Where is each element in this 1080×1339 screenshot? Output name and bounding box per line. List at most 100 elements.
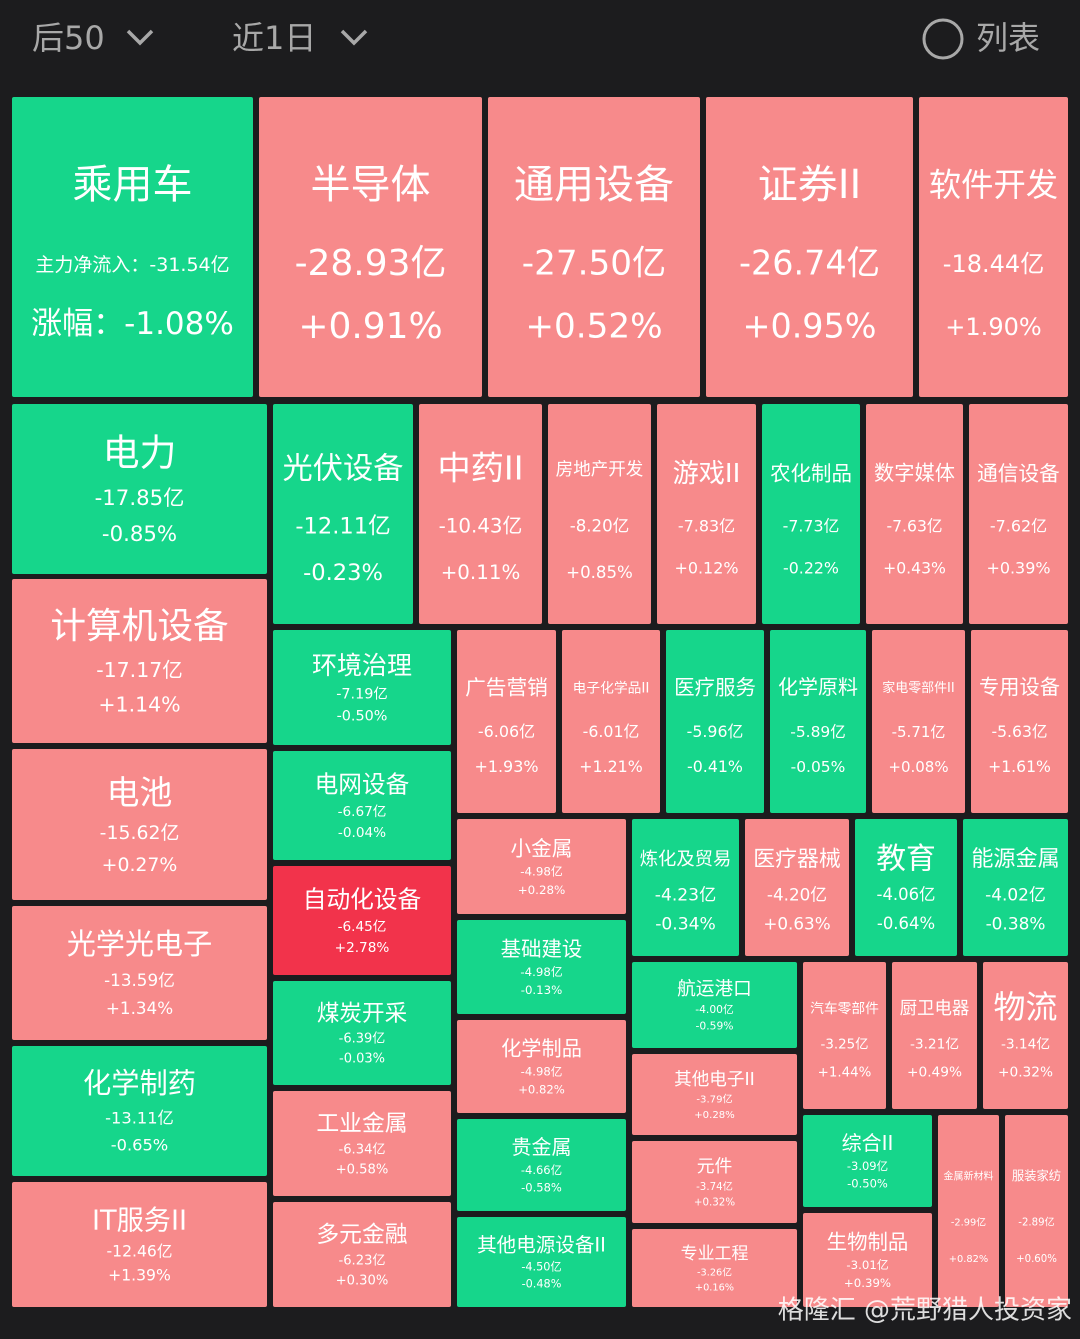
- tile-flow[interactable]: -3.01亿: [846, 1258, 888, 1272]
- tile-name[interactable]: 生物制品: [827, 1230, 909, 1254]
- tile-flow[interactable]: -18.44亿: [943, 250, 1044, 278]
- tile[interactable]: 电网设备 -6.67亿 -0.04%: [273, 751, 451, 860]
- tile-change[interactable]: +0.16%: [695, 1283, 734, 1294]
- tile[interactable]: 电子化学品II -6.01亿 +1.21%: [562, 630, 660, 813]
- tile-flow[interactable]: -4.02亿: [985, 885, 1046, 905]
- tile[interactable]: 自动化设备 -6.45亿 +2.78%: [273, 866, 451, 975]
- tile-change[interactable]: +1.39%: [108, 1266, 171, 1284]
- tile-background[interactable]: [457, 1020, 626, 1113]
- tile-name[interactable]: 化学制品: [501, 1036, 582, 1060]
- tile[interactable]: 家电零部件II -5.71亿 +0.08%: [872, 630, 965, 813]
- tile-background[interactable]: [745, 819, 849, 956]
- tile-flow[interactable]: -3.79亿: [696, 1092, 732, 1105]
- tile[interactable]: 教育 -4.06亿 -0.64%: [855, 819, 957, 956]
- tile-flow[interactable]: -6.06亿: [478, 722, 535, 741]
- tile[interactable]: 元件 -3.74亿 +0.32%: [632, 1141, 797, 1223]
- tile[interactable]: 通信设备 -7.62亿 +0.39%: [969, 404, 1068, 624]
- tile-change[interactable]: +0.43%: [883, 559, 946, 578]
- tile-name[interactable]: 航运港口: [677, 979, 752, 1000]
- tile-change[interactable]: +0.39%: [986, 559, 1050, 578]
- tile-background[interactable]: [12, 1182, 267, 1307]
- tile-flow[interactable]: -28.93亿: [295, 243, 447, 284]
- tile[interactable]: 航运港口 -4.00亿 -0.59%: [632, 962, 797, 1048]
- tile-flow[interactable]: -8.20亿: [570, 517, 630, 536]
- tile-background[interactable]: [938, 1115, 999, 1307]
- tile[interactable]: IT服务II -12.46亿 +1.39%: [12, 1182, 267, 1307]
- tile-name[interactable]: 专用设备: [979, 675, 1060, 699]
- tile-name[interactable]: 光伏设备: [283, 452, 404, 487]
- tile-background[interactable]: [632, 1141, 797, 1223]
- tile-name[interactable]: 医疗器械: [753, 847, 841, 872]
- tile[interactable]: 电力 -17.85亿 -0.85%: [12, 404, 267, 574]
- tile-background[interactable]: [803, 1213, 932, 1307]
- chevron[interactable]: [340, 29, 368, 46]
- tile-change[interactable]: +0.63%: [763, 913, 830, 933]
- tile-change[interactable]: -0.85%: [102, 522, 177, 547]
- tile-change[interactable]: -0.38%: [986, 913, 1046, 933]
- tile-name[interactable]: 综合II: [842, 1131, 894, 1155]
- tile-change[interactable]: -0.64%: [877, 914, 935, 933]
- tile-background[interactable]: [963, 819, 1068, 956]
- tile[interactable]: 生物制品 -3.01亿 +0.39%: [803, 1213, 932, 1307]
- tile-background[interactable]: [457, 1217, 626, 1307]
- tile-background[interactable]: [803, 1115, 932, 1207]
- tile-change[interactable]: +0.82%: [518, 1082, 565, 1096]
- tile-background[interactable]: [273, 981, 451, 1085]
- tile-change[interactable]: +1.44%: [818, 1065, 872, 1080]
- tile-change[interactable]: +1.61%: [988, 757, 1051, 776]
- tile-background[interactable]: [706, 97, 913, 397]
- tile-change[interactable]: +0.58%: [336, 1162, 389, 1177]
- tile[interactable]: 专用设备 -5.63亿 +1.61%: [971, 630, 1068, 813]
- radio-icon[interactable]: [922, 18, 964, 60]
- tile-background[interactable]: [632, 819, 739, 956]
- tile-flow[interactable]: -6.39亿: [339, 1032, 386, 1047]
- tile-name[interactable]: 自动化设备: [303, 885, 422, 913]
- tile-flow[interactable]: -5.96亿: [687, 722, 744, 741]
- tile-flow[interactable]: -4.50亿: [521, 1260, 561, 1273]
- tile[interactable]: 工业金属 -6.34亿 +0.58%: [273, 1091, 451, 1196]
- tile-background[interactable]: [872, 630, 965, 813]
- tile[interactable]: 贵金属 -4.66亿 -0.58%: [457, 1119, 626, 1211]
- tile[interactable]: 农化制品 -7.73亿 -0.22%: [762, 404, 860, 624]
- tile-flow[interactable]: -13.59亿: [104, 970, 175, 990]
- tile-background[interactable]: [803, 962, 886, 1109]
- tile-name[interactable]: 游戏II: [673, 459, 741, 489]
- tile-flow[interactable]: -7.63亿: [886, 517, 942, 536]
- tile-name[interactable]: 专业工程: [681, 1243, 749, 1263]
- tile-flow[interactable]: -7.83亿: [678, 517, 735, 536]
- tile-background[interactable]: [919, 97, 1068, 397]
- tile-name[interactable]: IT服务II: [92, 1206, 187, 1237]
- tile-name[interactable]: 电力: [103, 432, 177, 475]
- tile-name[interactable]: 炼化及贸易: [640, 849, 732, 870]
- tile-background[interactable]: [457, 920, 626, 1014]
- tile-background[interactable]: [12, 97, 253, 397]
- tile-background[interactable]: [632, 962, 797, 1048]
- tile-name[interactable]: 基础建设: [501, 937, 583, 961]
- tile-flow[interactable]: -5.89亿: [790, 723, 846, 741]
- tile-change[interactable]: -0.03%: [339, 1052, 385, 1067]
- tile-flow[interactable]: -26.74亿: [739, 244, 880, 283]
- tile-change[interactable]: -0.41%: [687, 757, 743, 776]
- tile-name[interactable]: 乘用车: [73, 162, 193, 208]
- tile-change[interactable]: +0.30%: [336, 1273, 389, 1288]
- tile-flow[interactable]: -6.34亿: [338, 1141, 385, 1157]
- tile-name[interactable]: 教育: [876, 842, 936, 877]
- tile-flow[interactable]: -4.98亿: [520, 865, 563, 879]
- tile-flow[interactable]: -3.25亿: [821, 1036, 869, 1052]
- rank-filter[interactable]: 后50: [32, 19, 154, 57]
- tile[interactable]: 广告营销 -6.06亿 +1.93%: [457, 630, 556, 813]
- tile-name[interactable]: 中药II: [437, 449, 523, 488]
- tile-background[interactable]: [855, 819, 957, 956]
- tile-flow[interactable]: -17.17亿: [96, 658, 183, 682]
- tile-change[interactable]: +0.11%: [441, 561, 521, 584]
- tile-flow[interactable]: -4.23亿: [655, 886, 716, 906]
- tile-change[interactable]: +0.91%: [298, 306, 442, 347]
- tile[interactable]: 计算机设备 -17.17亿 +1.14%: [12, 579, 267, 743]
- tile[interactable]: 通用设备 -27.50亿 +0.52%: [488, 97, 700, 397]
- tile-flow[interactable]: -4.00亿: [695, 1003, 734, 1016]
- tile-background[interactable]: [1005, 1115, 1068, 1307]
- tile-background[interactable]: [12, 906, 267, 1040]
- tile[interactable]: 基础建设 -4.98亿 -0.13%: [457, 920, 626, 1014]
- tile-flow[interactable]: -3.21亿: [910, 1036, 959, 1052]
- tile-background[interactable]: [273, 630, 451, 745]
